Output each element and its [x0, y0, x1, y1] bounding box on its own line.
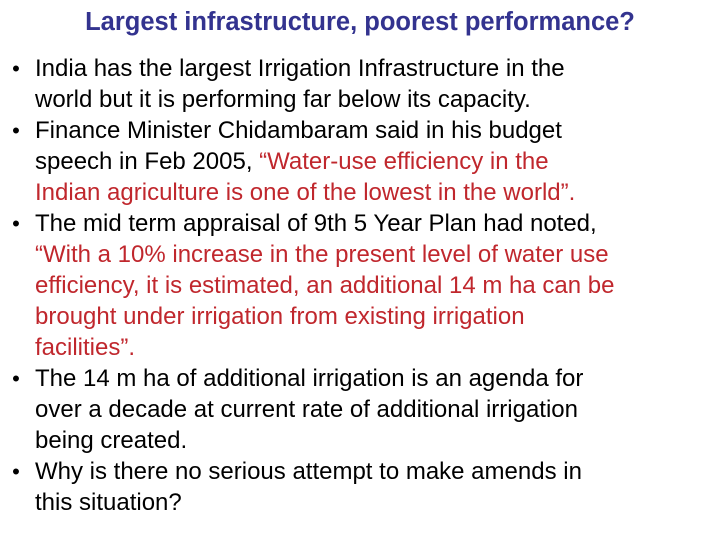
bullet-dot-icon: •	[12, 56, 20, 81]
bullet-dot-icon: •	[12, 211, 20, 236]
bullet-5-line-2: this situation?	[35, 489, 182, 516]
appraisal-quote-line-1: “With a 10% increase in the present leve…	[35, 241, 609, 268]
bullet-item-1: • India has the largest Irrigation Infra…	[0, 53, 720, 115]
bullet-2-line-2: speech in Feb 2005, “Water-use efficienc…	[35, 146, 714, 177]
bullet-4-line-1: The 14 m ha of additional irrigation is …	[35, 365, 584, 392]
budget-speech-quote-start: “Water-use efficiency in the	[259, 148, 549, 175]
bullet-dot-icon: •	[12, 366, 20, 391]
appraisal-quote-line-4: facilities”.	[35, 334, 136, 361]
bullet-4-line-3: being created.	[35, 427, 188, 454]
bullet-2-line-1: Finance Minister Chidambaram said in his…	[35, 117, 562, 144]
bullet-dot-icon: •	[12, 459, 20, 484]
bullet-item-2: • Finance Minister Chidambaram said in h…	[0, 115, 720, 208]
bullet-1-line-2: world but it is performing far below its…	[35, 86, 531, 113]
bullet-1-line-1: India has the largest Irrigation Infrast…	[35, 55, 565, 82]
slide-title: Largest infrastructure, poorest performa…	[85, 8, 635, 36]
bullet-4-line-2: over a decade at current rate of additio…	[35, 396, 578, 423]
bullet-dot-icon: •	[12, 118, 20, 143]
appraisal-quote-line-2: efficiency, it is estimated, an addition…	[35, 272, 615, 299]
budget-speech-quote-end: Indian agriculture is one of the lowest …	[35, 179, 576, 206]
bullet-item-5: • Why is there no serious attempt to mak…	[0, 456, 720, 518]
bullet-item-4: • The 14 m ha of additional irrigation i…	[0, 363, 720, 456]
appraisal-quote-line-3: brought under irrigation from existing i…	[35, 303, 525, 330]
bullet-2-line-2-prefix: speech in Feb 2005,	[35, 148, 260, 175]
bullet-3-line-1: The mid term appraisal of 9th 5 Year Pla…	[35, 210, 597, 237]
bullet-5-line-1: Why is there no serious attempt to make …	[35, 458, 582, 485]
bullet-list: • India has the largest Irrigation Infra…	[0, 53, 720, 518]
bullet-item-3: • The mid term appraisal of 9th 5 Year P…	[0, 208, 720, 363]
